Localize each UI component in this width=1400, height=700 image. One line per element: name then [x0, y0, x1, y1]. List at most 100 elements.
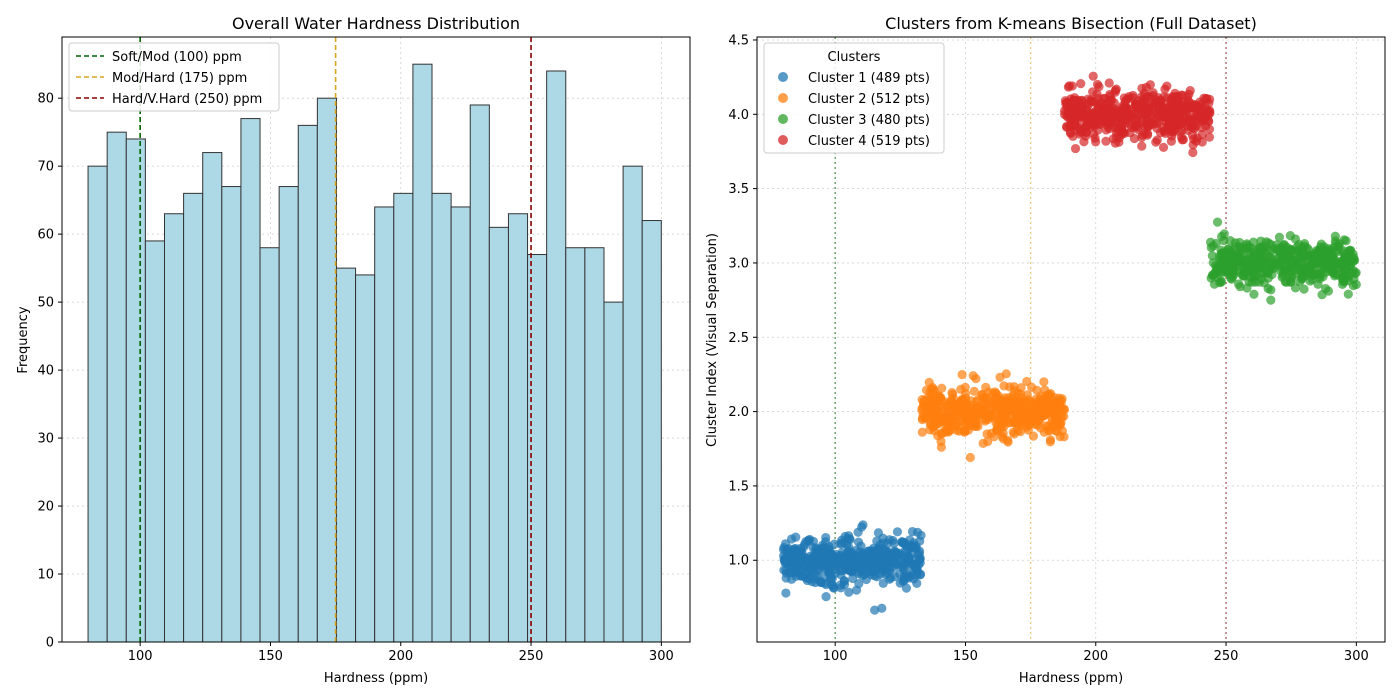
scatter-point: [917, 427, 927, 437]
scatter-point: [888, 535, 898, 546]
scatter-point: [1225, 236, 1235, 246]
scatter-point: [1059, 432, 1069, 442]
legend-label-mod-hard: Mod/Hard (175) ppm: [112, 71, 247, 86]
histogram-bar-6: [202, 152, 223, 643]
scatter-point: [874, 562, 884, 573]
scatter-point: [1209, 269, 1220, 279]
scatter-point: [1060, 96, 1071, 106]
scatter-legend-items: Cluster 1 (489 pts) Cluster 2 (512 pts) Cl…: [778, 71, 930, 149]
scatter-y-axis-label: Cluster Index (Visual Separation): [705, 233, 720, 447]
scatter-point: [844, 587, 854, 597]
scatter-legend-label-4: Cluster 4 (519 pts): [808, 134, 930, 149]
scatter-series-4: [1059, 71, 1215, 158]
scatter-point: [1036, 423, 1046, 433]
scatter-point: [1312, 269, 1322, 279]
histogram-y-axis-label: Frequency: [16, 306, 31, 373]
scatter-point: [1313, 279, 1323, 289]
scatter-point: [1057, 404, 1067, 414]
scatter-point: [1004, 418, 1014, 428]
histogram-x-axis-label: Hardness (ppm): [324, 671, 428, 686]
scatter-ytick-label-7: 4.5: [728, 33, 749, 48]
scatter-point: [1274, 232, 1285, 242]
histogram-bar-15: [374, 206, 395, 643]
scatter-point: [812, 551, 823, 561]
histogram-bar-9: [259, 247, 280, 643]
histogram-bar-11: [297, 124, 318, 643]
scatter-legend-marker-1: [778, 72, 788, 82]
scatter-point: [1171, 100, 1181, 110]
scatter-point: [1110, 138, 1120, 148]
histogram-ytick-label-0: 0: [46, 636, 54, 651]
scatter-point: [1003, 437, 1013, 447]
scatter-point: [794, 560, 804, 570]
scatter-point: [943, 427, 954, 437]
scatter-point: [1088, 87, 1098, 97]
scatter-point: [1014, 419, 1024, 429]
histogram-xtick-label-2: 200: [388, 649, 413, 664]
histogram-bar-13: [335, 267, 357, 643]
scatter-series-3: [1205, 217, 1361, 305]
scatter-point: [1300, 253, 1311, 263]
histogram-frame: [61, 36, 691, 643]
scatter-ytick-label-1: 1.5: [728, 479, 749, 494]
scatter-point: [1076, 78, 1086, 89]
scatter-point: [1151, 137, 1161, 147]
histogram-bar-26: [584, 247, 605, 643]
scatter-points: [778, 71, 1361, 615]
scatter-xtick-label-2: 200: [1083, 649, 1108, 664]
scatter-point: [1235, 282, 1245, 292]
histogram-bar-24: [546, 70, 567, 643]
scatter-point: [903, 552, 913, 562]
scatter-point: [1093, 125, 1103, 135]
histogram-bar-16: [393, 192, 414, 643]
scatter-point: [1290, 283, 1301, 293]
histogram-ytick-label-4: 40: [37, 364, 54, 379]
histogram-ytick-label-6: 60: [37, 228, 54, 243]
histogram-ytick-label-5: 50: [37, 296, 54, 311]
scatter-point: [857, 564, 868, 574]
scatter-point: [787, 567, 797, 578]
scatter-point: [1197, 137, 1207, 147]
histogram-xtick-label-4: 300: [649, 649, 674, 664]
scatter-legend-title: Clusters: [828, 50, 881, 65]
scatter-point: [1043, 425, 1054, 436]
scatter-point: [789, 545, 800, 556]
scatter-point: [891, 559, 901, 569]
scatter-point: [1145, 80, 1155, 90]
scatter-point: [981, 382, 991, 392]
scatter-point: [1158, 142, 1169, 152]
scatter-point: [824, 568, 834, 578]
scatter-point: [905, 571, 915, 581]
scatter-point: [1279, 239, 1289, 250]
histogram-bar-1: [106, 131, 127, 643]
scatter-point: [1137, 141, 1147, 151]
scatter-point: [1299, 284, 1309, 294]
scatter-legend-box: [763, 42, 945, 154]
scatter-point: [1088, 118, 1098, 129]
scatter-point: [1016, 389, 1026, 399]
histogram-bar-18: [431, 192, 452, 643]
scatter-point: [1026, 397, 1036, 407]
scatter-point: [979, 393, 989, 403]
scatter-point: [911, 543, 921, 554]
scatter-point: [968, 371, 978, 381]
scatter-point: [1224, 265, 1235, 275]
scatter-point: [1177, 118, 1187, 129]
scatter-point: [900, 545, 911, 555]
scatter-point: [1207, 251, 1217, 261]
scatter-point: [1249, 251, 1259, 262]
scatter-point: [1076, 126, 1086, 136]
scatter-point: [784, 551, 794, 561]
scatter-point: [1128, 90, 1138, 101]
scatter-point: [944, 416, 954, 426]
histogram-ytick-label-3: 30: [37, 432, 54, 447]
scatter-point: [1294, 239, 1304, 250]
scatter-point: [1278, 249, 1288, 259]
scatter-series-1: [778, 520, 926, 615]
scatter-point: [889, 546, 899, 556]
scatter-point: [845, 548, 855, 558]
scatter-point: [957, 370, 967, 380]
scatter-point: [956, 384, 966, 394]
scatter-point: [1054, 393, 1064, 403]
scatter-point: [1339, 248, 1349, 258]
